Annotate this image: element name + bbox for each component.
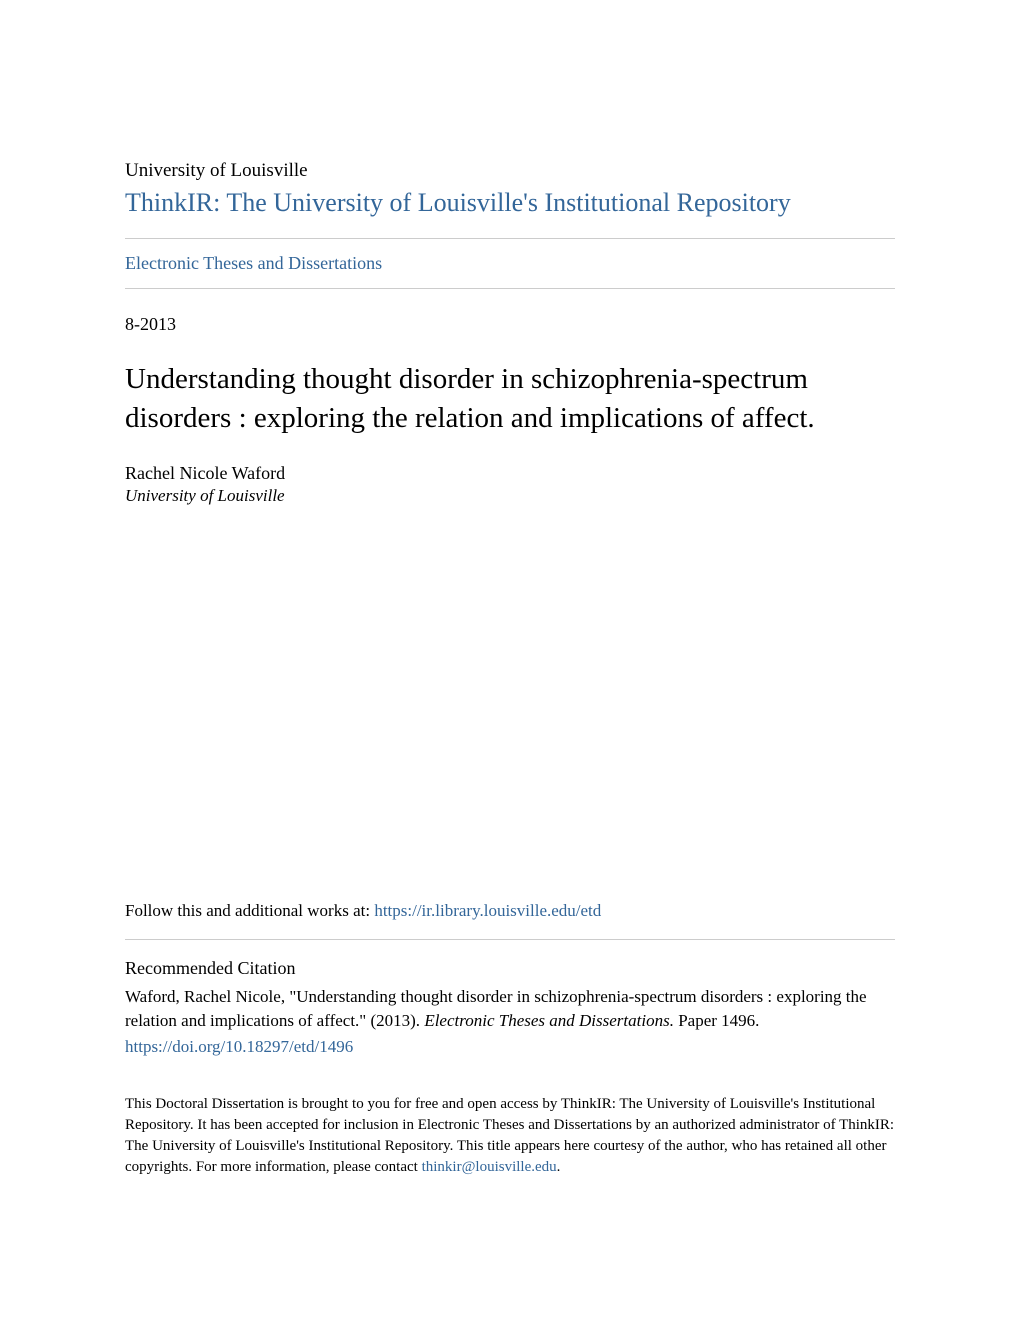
paper-title: Understanding thought disorder in schizo… (125, 360, 895, 438)
author-name: Rachel Nicole Waford (125, 463, 895, 484)
repository-title-link[interactable]: ThinkIR: The University of Louisville's … (125, 188, 895, 218)
follow-section: Follow this and additional works at: htt… (125, 901, 895, 939)
footer-part2: . (557, 1159, 561, 1175)
university-label: University of Louisville (125, 160, 895, 182)
citation-series: Electronic Theses and Dissertations. (424, 1011, 674, 1030)
citation-text: Waford, Rachel Nicole, "Understanding th… (125, 985, 895, 1058)
divider (125, 939, 895, 940)
footer-text: This Doctoral Dissertation is brought to… (125, 1094, 895, 1178)
collection-link[interactable]: Electronic Theses and Dissertations (125, 239, 895, 288)
publication-date: 8-2013 (125, 314, 895, 335)
follow-prefix: Follow this and additional works at: (125, 901, 374, 920)
author-affiliation: University of Louisville (125, 486, 895, 506)
follow-works-link[interactable]: https://ir.library.louisville.edu/etd (374, 901, 601, 920)
doi-link[interactable]: https://doi.org/10.18297/etd/1496 (125, 1035, 895, 1059)
citation-part2: Paper 1496. (674, 1011, 759, 1030)
contact-email-link[interactable]: thinkir@louisville.edu (422, 1159, 557, 1175)
citation-heading: Recommended Citation (125, 958, 895, 979)
divider (125, 288, 895, 289)
